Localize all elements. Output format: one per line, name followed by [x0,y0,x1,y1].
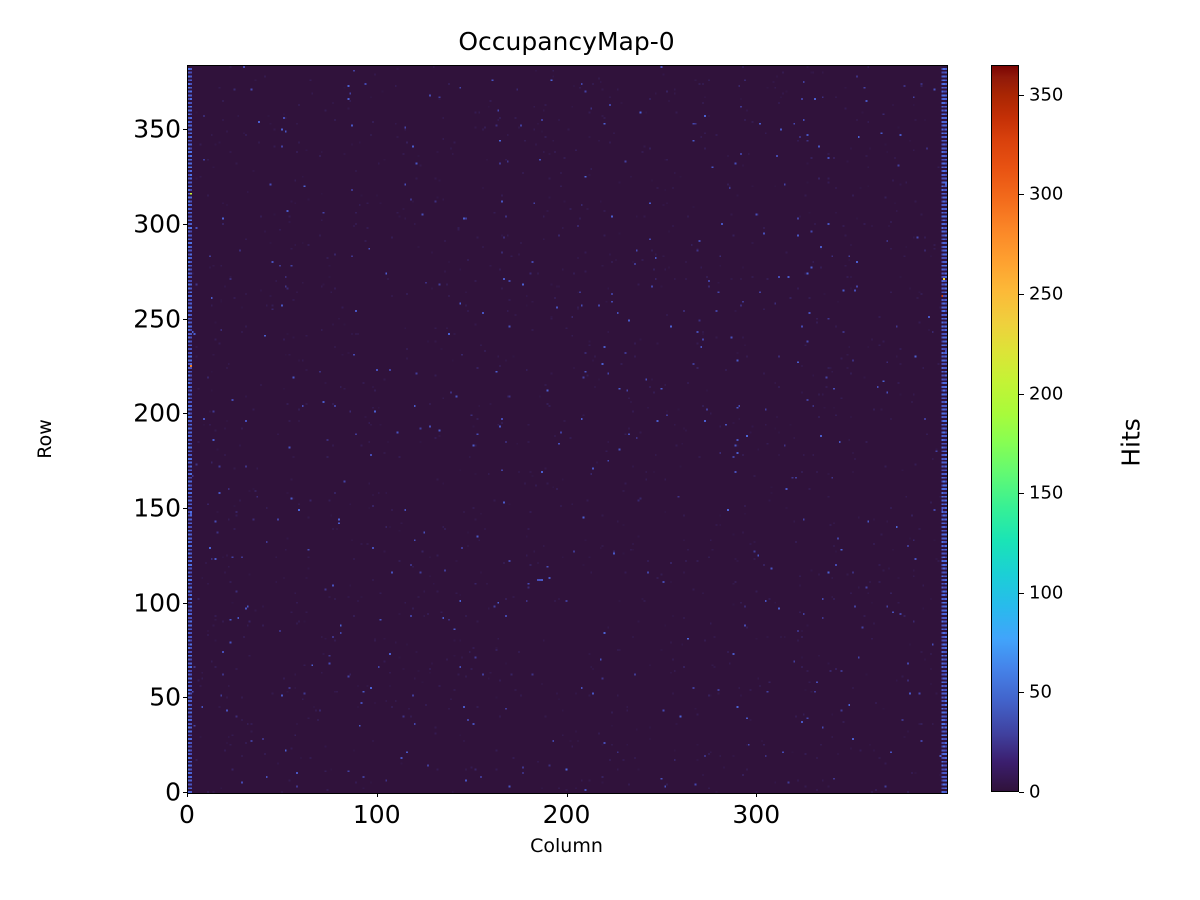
y-tick-mark [183,508,187,510]
colorbar-tick-mark [1019,493,1024,495]
y-tick-mark [183,602,187,604]
colorbar-tick-label: 350 [1029,84,1064,106]
colorbar-tick-mark [1019,94,1024,96]
colorbar-tick-mark [1019,294,1024,296]
x-tick-label: 0 [179,800,195,829]
y-tick-label: 100 [133,588,181,618]
colorbar[interactable]: 0 50 100 150 200 250 300 350 [991,65,1063,803]
colorbar-tick-label: 250 [1029,283,1064,305]
colorbar-tick-mark [1019,194,1024,196]
colorbar-tick-mark [1019,592,1024,594]
x-axis: 0 100 200 300 Column [0,792,1200,900]
x-tick-mark [376,793,378,797]
y-tick-label: 250 [133,304,181,334]
x-tick-label: 200 [542,800,591,829]
x-tick-label: 300 [732,800,781,829]
colorbar-tick-mark [1019,792,1024,793]
page-title: OccupancyMap-0 [458,27,675,56]
x-tick-label: 100 [352,800,401,829]
x-tick-mark [566,793,568,797]
y-tick-label: 300 [133,209,181,239]
colorbar-tick-label: 200 [1029,383,1064,405]
y-tick-mark [183,224,187,226]
heatmap-plot-area[interactable] [187,65,948,794]
x-tick-mark [756,793,758,797]
colorbar-tick-label: 100 [1029,582,1064,604]
colorbar-tick-mark [1019,692,1024,694]
occupancy-heatmap-image [188,66,947,793]
y-tick-mark [183,413,187,415]
y-tick-mark [183,318,187,320]
y-tick-label: 50 [149,682,181,712]
colorbar-tick-label: 150 [1029,482,1064,504]
x-tick-mark [187,793,188,797]
colorbar-label: Hits [1116,418,1146,467]
y-axis-label: Row [34,419,56,459]
colorbar-gradient [991,65,1019,792]
colorbar-tick-label: 0 [1029,781,1041,803]
y-tick-label: 0 [165,777,181,807]
y-tick-label: 200 [133,398,181,428]
y-tick-mark [183,792,187,793]
y-tick-mark [183,697,187,699]
y-tick-label: 350 [133,114,181,144]
y-tick-mark [183,129,187,131]
y-tick-label: 150 [133,493,181,523]
colorbar-tick-label: 300 [1029,183,1064,205]
colorbar-tick-label: 50 [1029,681,1052,703]
x-axis-label: Column [530,835,603,857]
colorbar-tick-mark [1019,393,1024,395]
